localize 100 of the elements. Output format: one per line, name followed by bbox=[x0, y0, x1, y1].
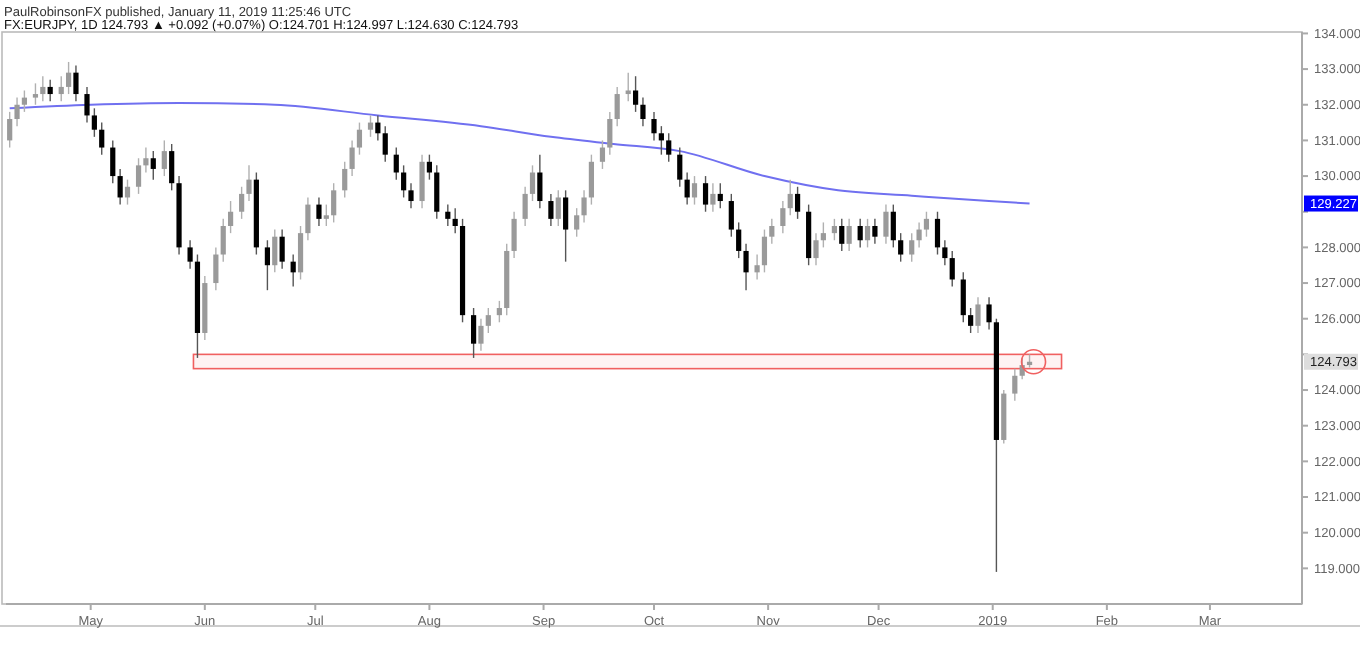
candlestick bbox=[40, 75, 46, 102]
candlestick bbox=[702, 175, 709, 213]
candlestick bbox=[445, 203, 451, 227]
candlestick bbox=[806, 203, 812, 266]
candlestick bbox=[511, 211, 517, 259]
candlestick bbox=[857, 218, 863, 249]
candlestick bbox=[1012, 367, 1018, 402]
candlestick bbox=[640, 96, 646, 127]
candlestick bbox=[537, 153, 543, 209]
candlestick bbox=[909, 232, 915, 263]
candlestick bbox=[213, 246, 219, 291]
candlestick bbox=[349, 139, 355, 177]
candlestick bbox=[470, 307, 477, 359]
candlestick bbox=[794, 186, 801, 220]
candlestick bbox=[923, 211, 930, 238]
candlestick bbox=[934, 211, 941, 256]
candlestick bbox=[342, 161, 348, 199]
candlestick bbox=[264, 239, 271, 291]
candlestick bbox=[297, 225, 304, 281]
candlestick bbox=[401, 164, 407, 199]
candlestick bbox=[949, 250, 955, 288]
candlestick bbox=[864, 218, 871, 249]
candlestick bbox=[769, 218, 775, 245]
candlestick bbox=[677, 146, 683, 188]
candlestick bbox=[607, 111, 613, 156]
candlestick bbox=[743, 243, 749, 291]
candlestick bbox=[529, 164, 536, 202]
candlestick bbox=[736, 221, 742, 259]
candlestick bbox=[581, 189, 587, 224]
candlestick bbox=[305, 196, 311, 241]
candlestick bbox=[73, 64, 79, 102]
candlestick bbox=[239, 186, 245, 220]
candlestick bbox=[227, 200, 234, 234]
candlestick bbox=[898, 232, 904, 263]
candlestick bbox=[331, 182, 337, 224]
candlestick bbox=[588, 153, 595, 206]
candlestick bbox=[754, 253, 760, 281]
candlestick bbox=[872, 218, 878, 245]
candlestick bbox=[651, 111, 657, 142]
candlestick bbox=[452, 207, 458, 234]
candlestick bbox=[625, 71, 631, 102]
candlestick bbox=[169, 143, 175, 192]
candlestick bbox=[161, 139, 167, 177]
candlestick bbox=[710, 182, 716, 213]
candlestick bbox=[117, 168, 123, 206]
candlestick bbox=[143, 146, 149, 174]
candlestick bbox=[47, 79, 53, 102]
candlestick bbox=[135, 157, 142, 195]
candlestick bbox=[485, 307, 491, 334]
candlestick bbox=[419, 153, 425, 209]
candlestick bbox=[426, 153, 433, 181]
candlestick bbox=[434, 164, 440, 220]
candlestick bbox=[187, 239, 193, 270]
candlestick bbox=[382, 125, 388, 163]
candlestick bbox=[548, 193, 554, 227]
candlestick bbox=[658, 125, 664, 156]
candlestick bbox=[883, 203, 889, 245]
candlestick bbox=[968, 307, 974, 334]
candlestick bbox=[150, 150, 156, 181]
candlestick bbox=[831, 218, 838, 241]
candlestick bbox=[110, 139, 116, 184]
candlestick bbox=[32, 82, 39, 106]
candlestick bbox=[478, 318, 484, 352]
candlestick bbox=[728, 193, 734, 238]
candlestick bbox=[890, 203, 896, 249]
candlestick bbox=[599, 139, 606, 170]
candlestick bbox=[563, 189, 569, 263]
candlestick bbox=[684, 171, 690, 206]
candlestick bbox=[58, 75, 64, 102]
candlestick bbox=[220, 218, 226, 263]
candlestick bbox=[7, 111, 13, 149]
candlestick bbox=[246, 164, 252, 202]
candlestick bbox=[666, 132, 672, 163]
candlestick bbox=[91, 107, 97, 138]
candlestick bbox=[21, 89, 28, 113]
candlestick bbox=[279, 228, 285, 270]
candlestick bbox=[916, 221, 922, 249]
candlestick bbox=[393, 146, 399, 181]
candlestick bbox=[780, 200, 786, 234]
candlestick bbox=[272, 228, 278, 274]
candlestick bbox=[555, 189, 561, 227]
candlestick bbox=[632, 75, 639, 113]
candlestick bbox=[356, 121, 363, 156]
candlestick bbox=[717, 182, 723, 209]
candlestick bbox=[691, 175, 698, 206]
candlestick bbox=[84, 86, 90, 124]
candlestick bbox=[761, 228, 768, 274]
candlestick bbox=[1001, 389, 1007, 445]
candlestick bbox=[820, 221, 826, 249]
candlestick bbox=[367, 114, 374, 138]
candlestick bbox=[496, 300, 502, 323]
candlestick bbox=[323, 203, 329, 227]
candlestick bbox=[787, 178, 793, 216]
candlestick bbox=[522, 186, 528, 227]
candlestick bbox=[975, 296, 981, 334]
candlestick bbox=[846, 218, 852, 252]
candlestick bbox=[839, 218, 845, 252]
candlestick bbox=[960, 271, 966, 323]
candlestick bbox=[942, 239, 948, 266]
candlestick bbox=[65, 61, 72, 95]
